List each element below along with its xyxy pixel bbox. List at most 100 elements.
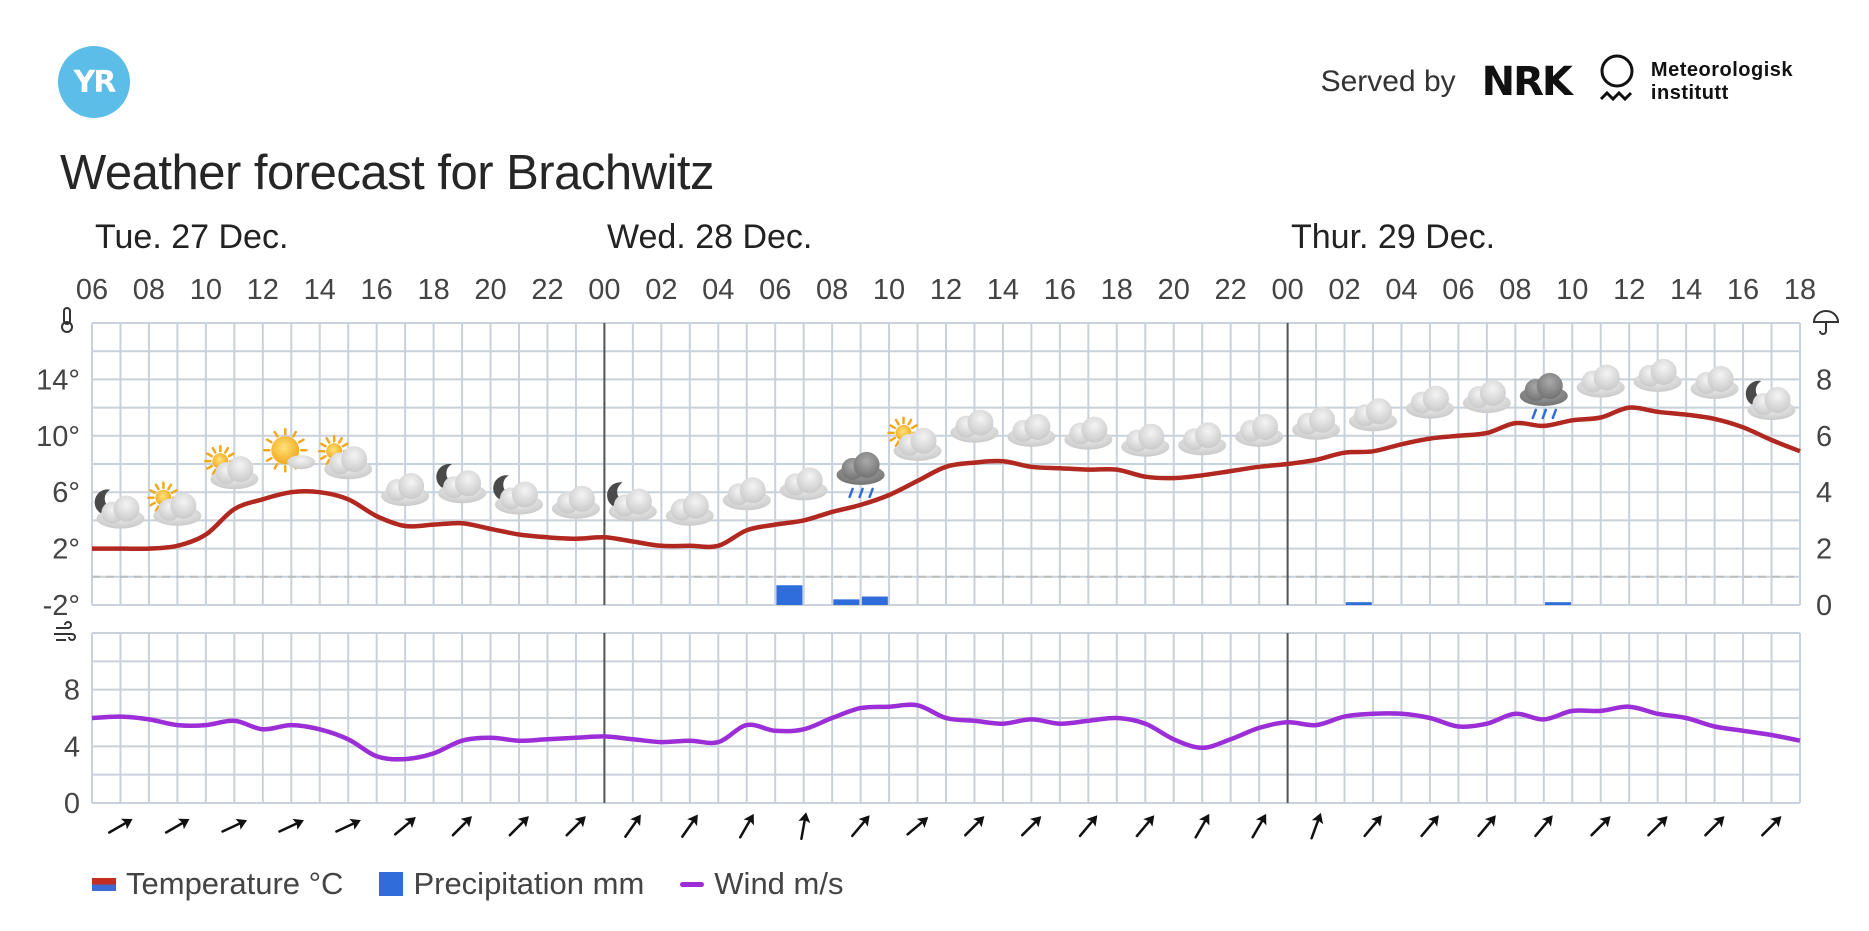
temperature-tick-label: 14°	[36, 364, 80, 396]
precipitation-tick-label: 0	[1816, 590, 1832, 622]
cloudy-icon	[1633, 358, 1682, 392]
weather-symbols	[94, 358, 1796, 529]
x-tick-label: 04	[1385, 274, 1417, 306]
wind-direction-arrow	[508, 816, 529, 837]
x-tick-label: 10	[190, 274, 222, 306]
met-sun-wave-icon	[1599, 54, 1634, 102]
wind-direction-arrow	[451, 816, 472, 837]
cloudy-icon	[722, 477, 771, 511]
wind-direction-arrow	[164, 818, 190, 834]
wind-direction-arrow	[1251, 813, 1267, 839]
precipitation-tick-label: 8	[1816, 364, 1832, 396]
day-label: Wed. 28 Dec.	[607, 218, 812, 256]
yr-logo-text: YR	[73, 64, 117, 100]
light-rain-icon	[1519, 372, 1568, 420]
x-tick-label: 00	[588, 274, 620, 306]
legend-wind-swatch	[680, 881, 705, 887]
legend-temperature[interactable]: Temperature °C	[92, 866, 343, 902]
wind-direction-arrow	[738, 813, 754, 839]
legend: Temperature °C Precipitation mm Wind m/s	[92, 866, 843, 902]
precipitation-tick-label: 2	[1816, 534, 1832, 566]
cloudy-icon	[779, 467, 828, 501]
temperature-tick-label: 6°	[52, 477, 80, 509]
wind-direction-arrow	[1704, 816, 1725, 837]
cloudy-icon	[1349, 398, 1397, 432]
wind-direction-arrow	[906, 817, 929, 836]
x-tick-label: 18	[417, 274, 449, 306]
x-tick-label: 14	[1670, 274, 1702, 306]
partly-cloudy-day-icon	[317, 435, 373, 480]
cloudy-icon	[1178, 422, 1227, 456]
partly-cloudy-day-icon	[887, 416, 942, 461]
temperature-tick-label: -2°	[43, 590, 80, 622]
cloudy-icon	[950, 409, 999, 443]
wind-direction-arrow	[1078, 815, 1098, 838]
wind-direction-arrow	[850, 815, 870, 838]
wind-direction-arrow	[1363, 815, 1382, 838]
partly-cloudy-day-icon	[204, 444, 259, 490]
series-lines	[91, 405, 1801, 762]
wind-direction-arrow	[1647, 816, 1668, 837]
wind-direction-arrow	[1477, 815, 1496, 838]
wind-direction-arrow	[624, 814, 641, 838]
wind-direction-arrow	[335, 818, 361, 833]
axis-labels: Tue. 27 Dec. Wed. 28 Dec. Thur. 29 Dec.06 0…	[36, 218, 1832, 820]
day-label: Thur. 29 Dec.	[1291, 218, 1495, 256]
nrk-logo[interactable]: NRK	[1481, 59, 1573, 105]
wind-direction-arrow	[393, 817, 416, 836]
wind-direction-arrow	[221, 818, 248, 833]
x-tick-label: 16	[1044, 274, 1076, 306]
x-tick-label: 00	[1271, 274, 1303, 306]
legend-wind-label: Wind m/s	[714, 866, 844, 901]
page-title: Weather forecast for Brachwitz	[60, 146, 715, 200]
precipitation-tick-label: 6	[1816, 421, 1832, 453]
x-tick-label: 06	[1442, 274, 1474, 306]
served-by-bar: Served by NRK Meteorologisk institutt	[1321, 52, 1793, 112]
yr-logo[interactable]: YR	[58, 46, 130, 118]
x-tick-label: 12	[1613, 274, 1645, 306]
cloudy-icon	[1235, 413, 1284, 447]
legend-precipitation[interactable]: Precipitation mm	[379, 866, 644, 902]
x-tick-label: 04	[702, 274, 734, 306]
wind-direction-arrow	[798, 812, 811, 841]
temperature-line	[92, 405, 1801, 552]
wind-direction-arrow	[1020, 816, 1042, 837]
legend-wind[interactable]: Wind m/s	[680, 866, 843, 902]
thermometer-icon	[61, 307, 73, 333]
legend-temperature-swatch	[92, 877, 116, 891]
precipitation-bar	[776, 585, 803, 605]
x-tick-label: 06	[76, 274, 108, 306]
wind-grid	[91, 632, 1801, 804]
x-tick-label: 20	[474, 274, 506, 306]
wind-tick-label: 8	[64, 675, 80, 707]
cloudy-icon	[1121, 423, 1170, 457]
partly-cloudy-night-icon	[94, 489, 145, 529]
x-tick-label: 16	[1727, 274, 1759, 306]
fair-day-icon	[263, 427, 316, 473]
wind-direction-arrow	[1761, 816, 1782, 837]
wind-tick-label: 4	[64, 731, 80, 763]
wind-direction-arrow	[1420, 815, 1439, 838]
cloudy-icon	[381, 473, 430, 507]
wind-icon	[54, 621, 76, 641]
x-tick-label: 08	[1499, 274, 1531, 306]
wind-direction-arrow	[565, 816, 586, 837]
temperature-tick-label: 2°	[52, 534, 80, 566]
wind-tick-label: 0	[64, 788, 80, 820]
temperature-grid	[91, 322, 1801, 606]
x-tick-label: 22	[531, 274, 563, 306]
x-tick-label: 10	[1556, 274, 1588, 306]
met-logo[interactable]: Meteorologisk institutt	[1597, 54, 1793, 110]
wind-direction-arrow	[1135, 815, 1155, 838]
legend-temperature-label: Temperature °C	[126, 866, 344, 901]
wind-direction-arrow	[1590, 816, 1611, 837]
wind-direction-arrows	[107, 812, 1782, 841]
x-tick-label: 08	[816, 274, 848, 306]
x-tick-label: 06	[759, 274, 791, 306]
cloudy-icon	[551, 485, 600, 519]
x-tick-label: 12	[247, 274, 279, 306]
precipitation-bar	[1345, 602, 1372, 605]
partly-cloudy-night-icon	[1745, 380, 1796, 421]
x-tick-label: 02	[1328, 274, 1360, 306]
light-rain-icon	[836, 451, 885, 499]
